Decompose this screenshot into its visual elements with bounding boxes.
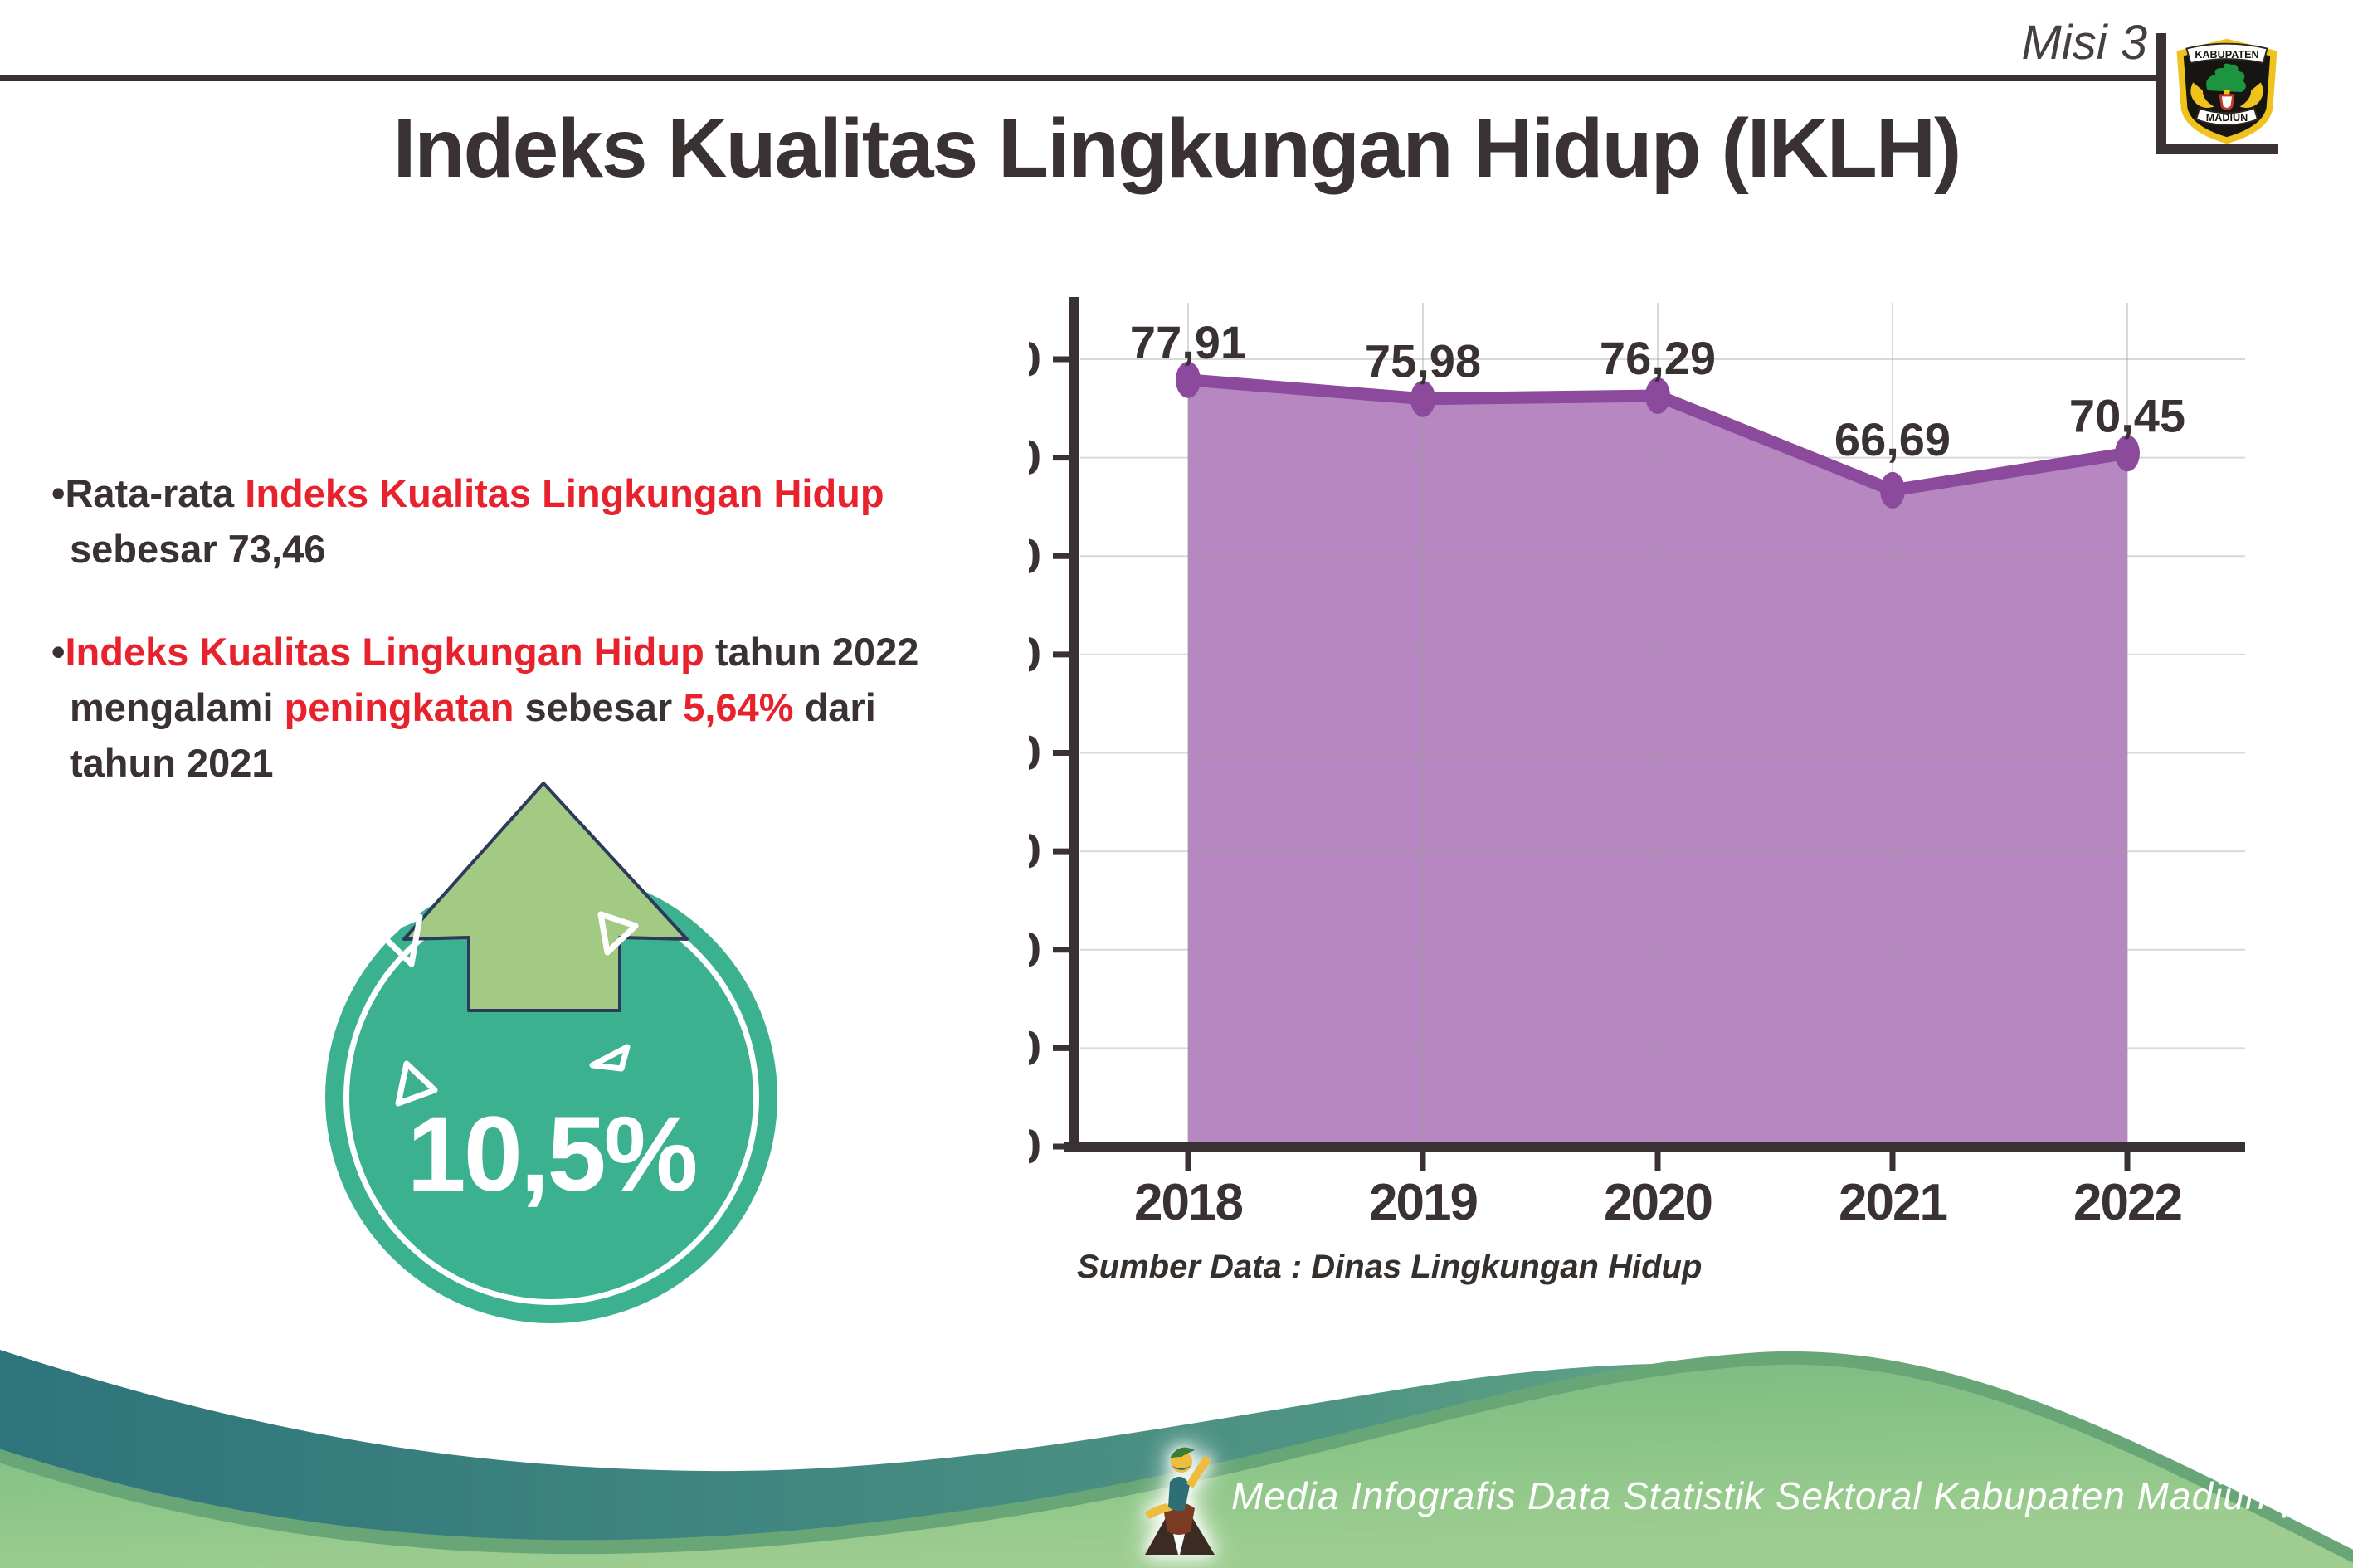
bullet-point-increase: •Indeks Kualitas Lingkungan Hidup tahun … [51,625,1006,791]
svg-text:2022: 2022 [2073,1174,2181,1231]
increase-badge: 10,5% [319,772,784,1336]
svg-text:70: 70 [1029,431,1041,485]
mascot-left-arm [1145,1503,1173,1519]
crest-top-text: KABUPATEN [2195,49,2258,61]
sparkle-triangles-icon [377,911,639,1107]
svg-text:40: 40 [1029,727,1041,781]
text-segment: tahun 2022 [704,630,919,674]
mascot-body [1168,1476,1190,1512]
footer-green-dome [0,1364,2353,1568]
svg-text:75,98: 75,98 [1365,335,1481,387]
crest-left-wing-icon [2190,82,2214,109]
svg-text:2018: 2018 [1134,1174,1242,1231]
text-segment: sebesar [514,685,684,730]
mascot-face-band [1172,1465,1191,1470]
mission-label: Misi 3 [2021,16,2147,70]
text-segment: Indeks Kualitas Lingkungan Hidup [245,471,884,515]
svg-text:50: 50 [1029,628,1041,682]
svg-text:2020: 2020 [1604,1174,1712,1231]
bullet-line: tahun 2021 [51,736,1006,791]
iklh-chart-area: 0 10 20 30 40 50 60 70 80 2018 2019 2020 2021 2022 77,… [1029,274,2323,1261]
kabupaten-madiun-logo: KABUPATEN MADIUN [2176,38,2277,144]
footer-caption: Media Infografis Data Statistik Sektoral… [1231,1474,2290,1517]
footer-wave [0,1350,2353,1568]
bullet-line: sebesar 73,46 [51,522,1006,577]
crest-center-shield [2219,94,2235,110]
svg-text:60: 60 [1029,529,1041,583]
logo-corner-bracket-vertical [2156,33,2166,154]
svg-text:20: 20 [1029,923,1041,977]
text-segment: 5,64% [683,685,794,730]
svg-text:2021: 2021 [1839,1174,1946,1231]
badge-value: 10,5% [407,1095,699,1214]
svg-text:0: 0 [1029,1120,1041,1174]
bullet-line: •Rata-rata Indeks Kualitas Lingkungan Hi… [51,466,1006,522]
page-title: Indeks Kualitas Lingkungan Hidup (IKLH) [392,102,1962,195]
crest-top-banner [2185,42,2268,65]
svg-text:2019: 2019 [1369,1174,1477,1231]
mascot-skirt [1163,1502,1195,1535]
mascot-cap [1170,1447,1195,1458]
svg-text:76,29: 76,29 [1600,332,1716,384]
text-segment: • [51,630,66,674]
svg-text:77,91: 77,91 [1130,316,1246,368]
text-segment: tahun 2021 [70,740,274,785]
key-points: •Rata-rata Indeks Kualitas Lingkungan Hi… [51,466,1006,840]
text-segment: •Rata-rata [51,471,246,515]
logo-corner-bracket-horizontal [2156,144,2278,154]
svg-text:10: 10 [1029,1021,1041,1075]
svg-text:70,45: 70,45 [2069,389,2185,441]
crest-right-wing-icon [2239,82,2263,109]
bullet-line: •Indeks Kualitas Lingkungan Hidup tahun … [51,625,1006,680]
text-segment: Indeks Kualitas Lingkungan Hidup [65,630,704,674]
svg-text:66,69: 66,69 [1834,413,1951,465]
text-segment: mengalami [70,685,285,730]
header-rule [0,75,2156,81]
text-segment: sebesar 73,46 [70,526,326,571]
text-segment: dari [793,685,876,730]
bullet-line: mengalami peningkatan sebesar 5,64% dari [51,680,1006,736]
crest-tree-icon [2206,63,2246,92]
bullet-point-average: •Rata-rata Indeks Kualitas Lingkungan Hi… [51,466,1006,577]
dancer-mascot-logo [1145,1447,1215,1555]
text-segment: peningkatan [284,685,514,730]
mascot-right-arm [1186,1455,1211,1488]
svg-text:30: 30 [1029,825,1041,879]
crest-bottom-text: MADIUN [2206,112,2248,124]
iklh-area-chart: 0 10 20 30 40 50 60 70 80 2018 2019 2020 2021 2022 77,… [1029,297,2245,1231]
chart-source-label: Sumber Data : Dinas Lingkungan Hidup [1077,1249,1703,1285]
svg-text:80: 80 [1029,333,1041,387]
crest-bottom-banner [2195,107,2259,126]
